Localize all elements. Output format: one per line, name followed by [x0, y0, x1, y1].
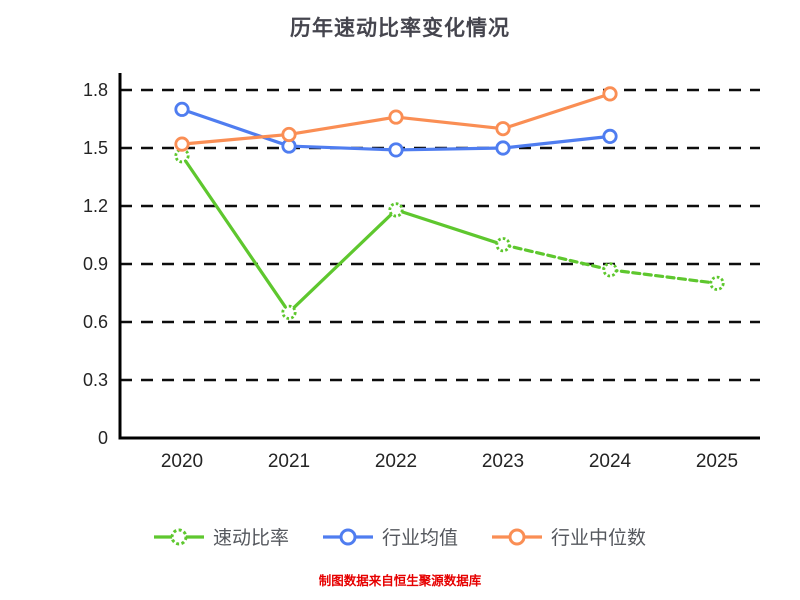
- series-segment-1: [180, 107, 291, 148]
- data-point: [495, 237, 511, 253]
- series-segment-0: [608, 268, 719, 285]
- y-tick-label: 1.8: [83, 80, 108, 100]
- data-source-note: 制图数据来自恒生聚源数据库: [318, 574, 482, 588]
- x-tick-label: 2025: [696, 451, 738, 472]
- data-point: [174, 136, 190, 152]
- legend-item-1: 行业均值: [322, 523, 458, 550]
- y-tick-label: 0: [98, 428, 108, 448]
- data-point: [709, 275, 725, 291]
- legend-label: 速动比率: [212, 528, 289, 549]
- legend-item-0: 速动比率: [153, 523, 289, 550]
- series-segment-2: [394, 115, 505, 131]
- legend-marker-icon: [492, 528, 542, 545]
- x-tick-label: 2023: [482, 451, 524, 472]
- data-point: [602, 86, 618, 102]
- series-segment-0: [394, 208, 505, 247]
- y-tick-label: 1.2: [83, 196, 108, 216]
- series-segment-2: [180, 132, 291, 146]
- x-tick-label: 2022: [375, 451, 417, 472]
- series-segment-1: [287, 144, 398, 152]
- data-point: [495, 121, 511, 137]
- data-point: [495, 140, 511, 156]
- data-point: [602, 262, 618, 278]
- data-point: [281, 304, 297, 320]
- legend-marker-icon: [153, 528, 204, 545]
- data-point: [602, 128, 618, 144]
- data-point: [174, 101, 190, 117]
- legend-item-2: 行业中位数: [492, 523, 646, 550]
- data-point: [174, 148, 190, 164]
- series-segment-0: [287, 208, 398, 314]
- series-segment-0: [501, 243, 612, 272]
- series-segment-2: [501, 92, 612, 131]
- data-point: [281, 126, 297, 143]
- chart-title: 历年速动比率变化情况: [290, 17, 510, 40]
- x-tick-label: 2021: [268, 451, 310, 472]
- legend: 速动比率 行业均值 行业中位数: [0, 523, 800, 550]
- y-tick-label: 0.3: [83, 370, 108, 390]
- legend-label: 行业中位数: [551, 528, 647, 549]
- legend-marker-icon: [322, 528, 373, 545]
- y-tick-label: 0.6: [83, 312, 108, 332]
- data-point: [388, 109, 404, 125]
- x-tick-label: 2020: [161, 451, 203, 472]
- y-tick-label: 0.9: [83, 254, 108, 274]
- data-point: [388, 202, 404, 218]
- series-segment-0: [180, 154, 291, 314]
- plot-area: 0 0.3 0.6 0.9 1.2 1.5 1.8 2020 2021 2022 2023 2024 2…: [83, 73, 760, 472]
- legend-label: 行业均值: [381, 528, 458, 549]
- x-tick-label: 2024: [589, 451, 632, 472]
- data-point: [388, 142, 404, 158]
- y-tick-label: 1.5: [83, 138, 108, 158]
- series-segment-1: [394, 146, 505, 152]
- series-segment-1: [501, 134, 612, 150]
- series-segment-2: [287, 115, 398, 137]
